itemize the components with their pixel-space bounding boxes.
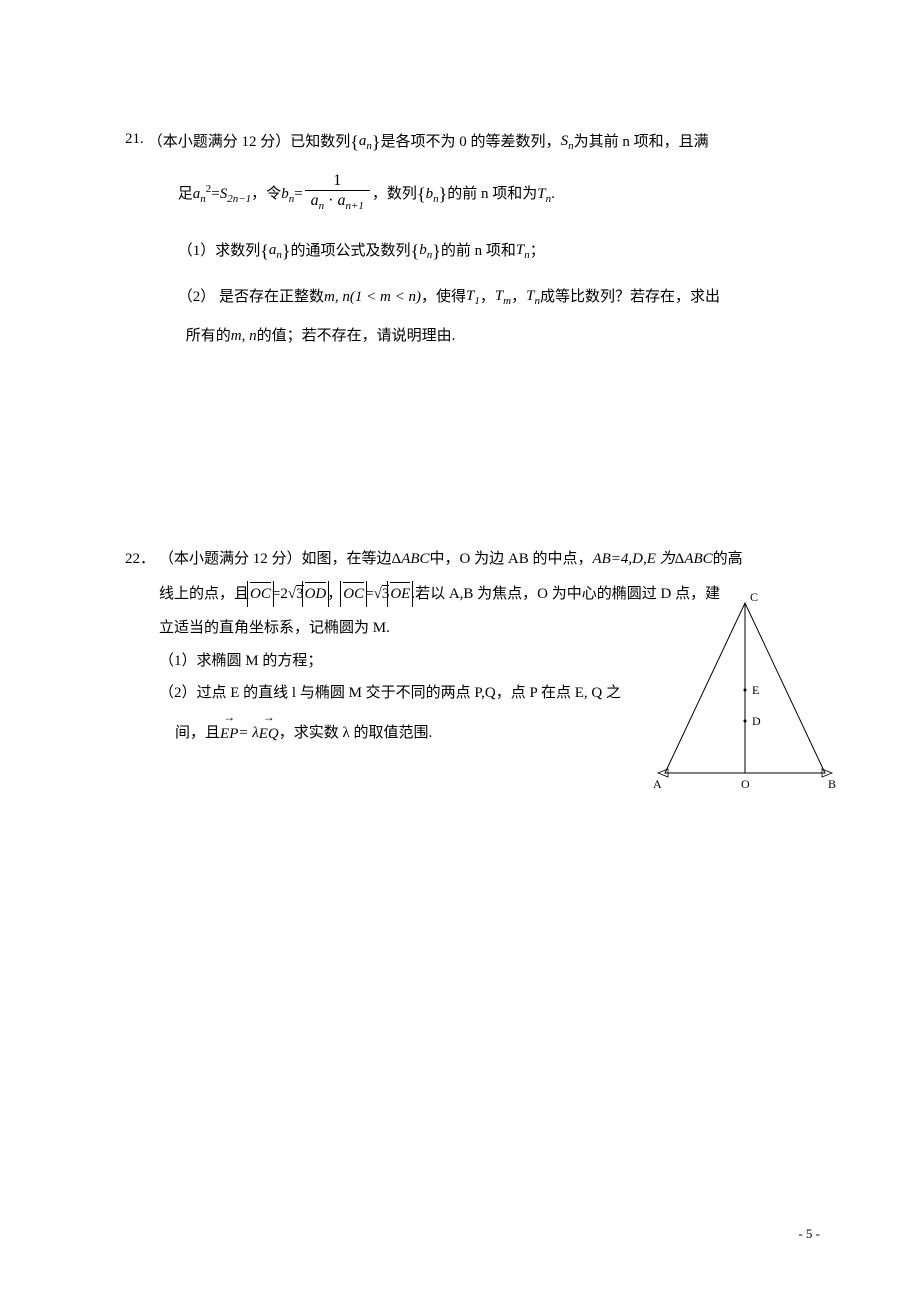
- brace-open: {: [350, 125, 359, 159]
- page-number: - 5 -: [798, 1226, 820, 1242]
- frac-den: an · an+1: [305, 191, 370, 213]
- triangle-figure: A B C E D O: [650, 593, 840, 793]
- vec-EQ: EQ: [259, 718, 279, 749]
- p21-Tn: Tn: [537, 180, 551, 210]
- p22-line3: 立适当的直角坐标系，记椭圆为 M.: [159, 614, 689, 643]
- p21-heading-pre: （本小题满分 12 分）已知数列: [148, 128, 351, 157]
- p22-q2-line2-post: ，求实数 λ 的取值范围.: [279, 719, 433, 748]
- p21-Sn: Sn: [561, 127, 574, 157]
- problem-22: 22． （本小题满分 12 分）如图，在等边 ΔABC 中，O 为边 AB 的中…: [125, 545, 830, 748]
- abs-OC-1: OC: [249, 580, 272, 609]
- p21-mn2: m, n: [231, 322, 257, 351]
- p21-q2-mid: ，使得: [421, 283, 466, 312]
- p21-line2-pre: 足: [178, 180, 193, 209]
- p21-eq1-right: S2n−1: [220, 180, 251, 210]
- p21-bn: bn: [281, 180, 294, 210]
- point-D: [744, 720, 747, 723]
- p21-eq1-eq: =: [211, 180, 219, 209]
- label-B: B: [828, 777, 836, 791]
- p22-q2-line1: （2）过点 E 的直线 l 与椭圆 M 交于不同的两点 P,Q，点 P 在点 E…: [159, 679, 689, 708]
- p21-q1-Tn: Tn: [516, 236, 530, 266]
- vec-EP: EP: [220, 718, 238, 749]
- label-A: A: [653, 777, 662, 791]
- p22-dABC: ΔABC: [392, 545, 430, 574]
- p21-comma2: ，: [511, 283, 526, 312]
- p22-coef1: 2√3: [280, 580, 303, 609]
- abs-OC-2: OC: [342, 580, 365, 609]
- p21-fraction: 1 an · an+1: [305, 171, 370, 214]
- p22-line2-pre: 线上的点，且: [159, 580, 249, 609]
- frac-num: 1: [305, 171, 370, 191]
- p21-eqsign: =: [294, 180, 302, 209]
- p21-q1-pre: （1）求数列: [178, 237, 261, 266]
- p21-heading-mid: 是各项不为 0 的等差数列，: [381, 128, 561, 157]
- p21-Tn2: Tn: [526, 282, 540, 312]
- p21-line2-post2: 的前 n 项和为: [447, 180, 537, 209]
- p21-mn: m, n: [324, 283, 350, 312]
- p22-heading-mid: 中，O 为边 AB 的中点，: [430, 545, 593, 574]
- point-E: [744, 689, 747, 692]
- p21-line2-post1: ，数列: [372, 180, 417, 209]
- p21-T1: T1: [466, 282, 480, 312]
- p21-eq1: an2: [193, 179, 212, 210]
- problem-21-body: （本小题满分 12 分）已知数列 {an} 是各项不为 0 的等差数列， Sn …: [148, 125, 830, 350]
- p21-comma1: ，: [480, 283, 495, 312]
- p21-q1-post: 的前 n 项和: [441, 237, 516, 266]
- p21-q1-mid: 的通项公式及数列: [291, 237, 411, 266]
- p21-q2-line2-pre: 所有的: [186, 322, 231, 351]
- bar-OE: OE: [390, 580, 410, 609]
- p22-q2-line2-pre: 间，且: [175, 719, 220, 748]
- label-C: C: [750, 593, 758, 604]
- problem-22-number: 22．: [125, 545, 155, 574]
- abs-OD: OD: [304, 580, 328, 609]
- p22-heading-mid2: ,D,E 为: [628, 545, 674, 574]
- p22-AB4: AB=4: [592, 545, 628, 574]
- p21-q2-line2-post: 的值；若不存在，请说明理由.: [257, 322, 456, 351]
- p22-q1: （1）求椭圆 M 的方程；: [159, 647, 689, 676]
- label-D: D: [752, 714, 761, 728]
- bar-OC-1: OC: [250, 580, 271, 609]
- p21-heading-post: 为其前 n 项和，且满: [574, 128, 709, 157]
- p22-lambda-eq: = λ: [238, 719, 258, 748]
- bar-OC-2: OC: [343, 580, 364, 609]
- p21-q2-pre: （2） 是否存在正整数: [178, 283, 324, 312]
- problem-21: 21. （本小题满分 12 分）已知数列 {an} 是各项不为 0 的等差数列，…: [125, 125, 830, 350]
- p22-heading-post: 的高: [713, 545, 743, 574]
- brace-close: }: [372, 125, 381, 159]
- p21-line2-mid: ，令: [251, 180, 281, 209]
- p21-mn-cond: (1 < m < n): [350, 283, 421, 312]
- p21-bn2: bn: [426, 180, 439, 210]
- p22-dABC2: ΔABC: [675, 545, 713, 574]
- label-E: E: [752, 683, 759, 697]
- p21-q1-end: ；: [530, 237, 545, 266]
- p21-Tm: Tm: [495, 282, 511, 312]
- p22-heading-pre: （本小题满分 12 分）如图，在等边: [159, 545, 392, 574]
- p21-line2-end: .: [551, 180, 555, 209]
- p21-q2-post: 成等比数列？若存在，求出: [540, 283, 720, 312]
- label-O: O: [741, 777, 750, 791]
- abs-OE: OE: [389, 580, 411, 609]
- bar-OD: OD: [305, 580, 327, 609]
- triangle-svg: A B C E D O: [650, 593, 840, 793]
- page-content: 21. （本小题满分 12 分）已知数列 {an} 是各项不为 0 的等差数列，…: [0, 0, 920, 748]
- problem-21-number: 21.: [125, 125, 144, 154]
